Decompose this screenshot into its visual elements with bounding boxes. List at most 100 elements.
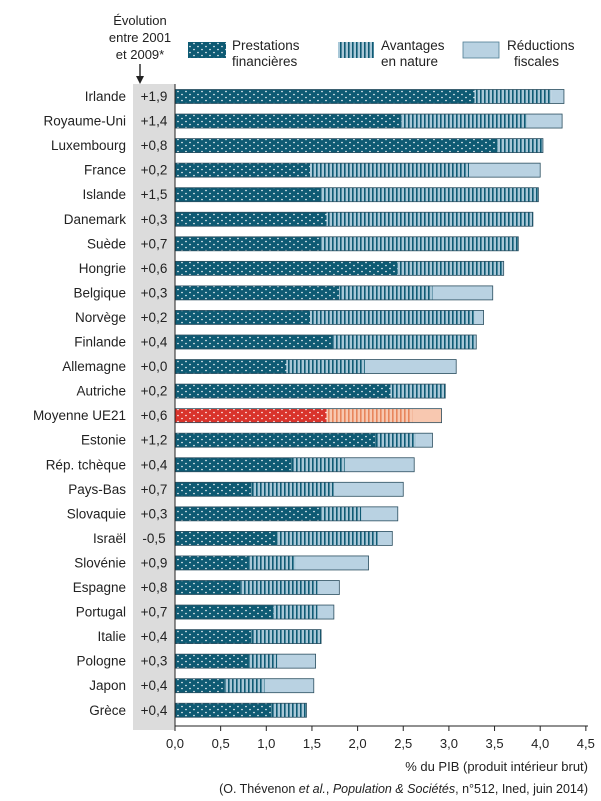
category-label: Slovénie bbox=[74, 555, 126, 570]
bar-nature bbox=[321, 236, 519, 251]
bar-prestations bbox=[175, 433, 376, 448]
bar-nature bbox=[291, 457, 345, 472]
x-axis-ticks: 0,0 0,5 1,0 1,5 2,0 2,5 3,0 3,5 4,0 4,5 bbox=[166, 726, 595, 751]
category-label: Portugal bbox=[76, 605, 126, 620]
bar-prestations bbox=[175, 163, 311, 178]
legend-swatch-prestations bbox=[188, 42, 226, 58]
evolution-value: +0,9 bbox=[141, 555, 168, 570]
evolution-value: +0,8 bbox=[141, 138, 168, 153]
evolution-value: +0,0 bbox=[141, 359, 168, 374]
x-tick-label: 2,5 bbox=[394, 736, 412, 751]
category-label: Slovaquie bbox=[67, 506, 126, 521]
category-label: Norvège bbox=[75, 310, 126, 325]
bar-prestations bbox=[175, 408, 327, 423]
bar-prestations bbox=[175, 703, 272, 718]
source-suffix: , n°512, Ined, juin 2014) bbox=[455, 782, 588, 796]
bar-prestations bbox=[175, 482, 252, 497]
bar-nature bbox=[271, 703, 307, 718]
source-citation: (O. Thévenon et al., Population & Sociét… bbox=[219, 782, 588, 796]
category-label: Irlande bbox=[85, 89, 126, 104]
category-label: Pologne bbox=[76, 654, 126, 669]
bar-fiscal bbox=[527, 114, 563, 129]
bar-fiscal bbox=[412, 408, 442, 423]
bar-nature bbox=[240, 580, 318, 595]
evolution-value: +0,3 bbox=[141, 506, 168, 521]
legend-label-nature-1: Avantages bbox=[381, 38, 445, 53]
category-label: Luxembourg bbox=[51, 138, 126, 153]
category-label: Italie bbox=[97, 629, 126, 644]
category-label: France bbox=[84, 163, 126, 178]
bar-nature bbox=[474, 89, 552, 104]
category-label: Moyenne UE21 bbox=[33, 408, 126, 423]
evolution-value: +1,5 bbox=[141, 187, 168, 202]
evolution-header-line3: et 2009* bbox=[116, 47, 164, 62]
bar-nature bbox=[397, 261, 504, 276]
evolution-column-bg bbox=[133, 84, 175, 730]
x-tick-label: 4,0 bbox=[531, 736, 549, 751]
evolution-value: +0,7 bbox=[141, 605, 168, 620]
bar-nature bbox=[497, 138, 543, 153]
bar-prestations bbox=[175, 457, 292, 472]
category-label: Islande bbox=[82, 187, 126, 202]
category-label: Espagne bbox=[73, 580, 126, 595]
category-label: Autriche bbox=[76, 384, 126, 399]
legend: Prestations financières Avantages en nat… bbox=[188, 38, 575, 69]
evolution-value: +0,6 bbox=[141, 261, 168, 276]
legend-label-nature-2: en nature bbox=[381, 54, 438, 69]
evolution-value: +1,9 bbox=[141, 89, 168, 104]
bar-prestations bbox=[175, 114, 402, 129]
evolution-arrow-head bbox=[136, 76, 144, 84]
bar-nature bbox=[273, 605, 318, 620]
bar-fiscal bbox=[468, 163, 541, 178]
evolution-value: +1,4 bbox=[141, 114, 168, 129]
x-tick-label: 3,0 bbox=[440, 736, 458, 751]
evolution-value: +0,7 bbox=[141, 236, 168, 251]
evolution-value: +0,6 bbox=[141, 408, 168, 423]
bar-prestations bbox=[175, 580, 241, 595]
evolution-value: +0,2 bbox=[141, 163, 168, 178]
bar-fiscal bbox=[317, 605, 334, 620]
bar-fiscal bbox=[264, 678, 314, 693]
evolution-value: +0,4 bbox=[141, 335, 168, 350]
evolution-value: +0,4 bbox=[141, 678, 168, 693]
bar-nature bbox=[326, 408, 413, 423]
bar-fiscal bbox=[551, 89, 564, 104]
evolution-value: +0,2 bbox=[141, 310, 168, 325]
category-label: Suède bbox=[87, 236, 126, 251]
x-tick-label: 4,5 bbox=[577, 736, 595, 751]
bar-prestations bbox=[175, 629, 252, 644]
evolution-value: +0,7 bbox=[141, 482, 168, 497]
bar-fiscal bbox=[432, 285, 493, 300]
bar-prestations bbox=[175, 335, 333, 349]
bar-nature bbox=[248, 555, 296, 570]
bar-nature bbox=[277, 531, 378, 546]
bar-nature bbox=[310, 310, 475, 325]
legend-swatch-fiscal bbox=[462, 41, 500, 59]
bar-nature bbox=[321, 506, 362, 521]
bar-fiscal bbox=[277, 654, 316, 669]
bar-prestations bbox=[175, 212, 327, 227]
bar-prestations bbox=[175, 138, 498, 153]
bar-nature bbox=[310, 163, 469, 178]
evolution-value: +1,2 bbox=[141, 433, 168, 448]
bar-fiscal bbox=[416, 433, 433, 448]
bar-fiscal bbox=[317, 580, 340, 595]
category-label: Rép. tchèque bbox=[46, 457, 126, 472]
evolution-value: +0,3 bbox=[141, 212, 168, 227]
bar-prestations bbox=[175, 89, 475, 104]
category-label: Royaume-Uni bbox=[43, 114, 126, 129]
bar-fiscal bbox=[295, 555, 369, 570]
legend-swatch-nature bbox=[338, 42, 374, 58]
bar-prestations bbox=[175, 285, 340, 300]
bar-nature bbox=[286, 359, 365, 374]
evolution-value: +0,3 bbox=[141, 654, 168, 669]
bar-prestations bbox=[175, 506, 322, 521]
x-tick-label: 3,5 bbox=[486, 736, 504, 751]
bar-prestations bbox=[175, 384, 391, 399]
bar-nature bbox=[248, 654, 278, 669]
evolution-value: +0,2 bbox=[141, 384, 168, 399]
bar-fiscal bbox=[333, 482, 404, 497]
bar-nature bbox=[390, 384, 446, 399]
chart-rows: Irlande +1,9 Royaume-Uni +1,4 Luxembourg +0,8… bbox=[33, 89, 565, 718]
